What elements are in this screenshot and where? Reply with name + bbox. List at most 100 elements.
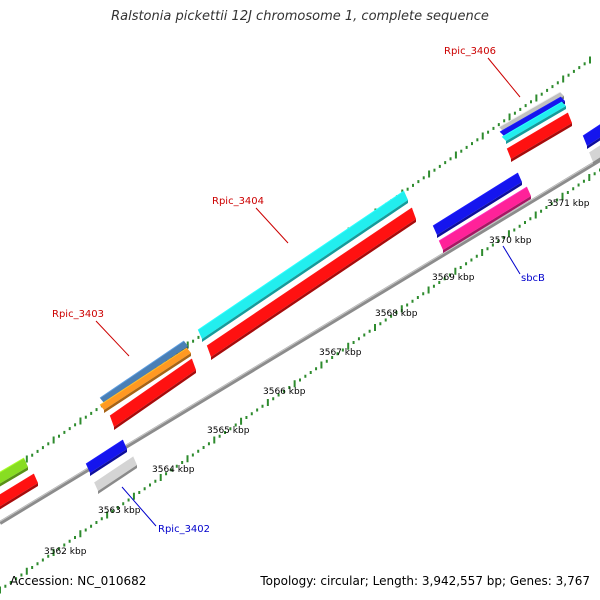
- tick-mark-outer: [513, 111, 516, 115]
- scale-tick-label: 3562 kbp: [44, 547, 87, 557]
- tick-mark-inner: [282, 389, 285, 393]
- tick-mark-inner: [438, 281, 441, 284]
- tick-mark-outer: [524, 104, 527, 108]
- tick-mark-outer: [449, 157, 452, 161]
- tick-mark-inner: [293, 380, 296, 388]
- tick-mark-inner: [25, 567, 28, 575]
- tick-mark-inner: [122, 502, 125, 506]
- tick-mark-inner: [299, 378, 301, 382]
- tick-mark-outer: [186, 341, 189, 349]
- tick-mark-inner: [336, 352, 339, 356]
- gene-feature-red[interactable]: [206, 207, 416, 360]
- gene-label[interactable]: Rpic_3403: [52, 309, 104, 320]
- tick-mark-outer: [428, 170, 431, 178]
- tick-mark-outer: [481, 132, 484, 140]
- tick-mark-inner: [207, 442, 210, 446]
- tick-mark-inner: [507, 230, 510, 238]
- tick-mark-inner: [191, 453, 194, 457]
- gene-feature-grey[interactable]: [93, 455, 137, 494]
- tick-mark-outer: [562, 75, 565, 83]
- scale-tick-label: 3565 kbp: [207, 426, 250, 436]
- tick-mark-inner: [84, 528, 87, 532]
- tick-mark-inner: [181, 461, 184, 464]
- tick-mark-outer: [36, 449, 39, 453]
- tick-mark-inner: [4, 584, 7, 588]
- tick-mark-inner: [138, 491, 141, 494]
- tick-mark-inner: [427, 286, 430, 294]
- gene-label[interactable]: Rpic_3404: [212, 196, 264, 207]
- tick-mark-inner: [20, 573, 23, 577]
- gene-feature-blue[interactable]: [432, 172, 522, 238]
- gene-feature-blue[interactable]: [582, 117, 600, 149]
- tick-mark-outer: [63, 430, 66, 434]
- gene-feature-green[interactable]: [0, 457, 28, 490]
- tick-mark-inner: [400, 305, 403, 313]
- tick-mark-inner: [459, 266, 462, 269]
- tick-mark-inner: [582, 179, 585, 183]
- scale-tick-label: 3571 kbp: [547, 199, 590, 209]
- tick-mark-inner: [15, 577, 18, 581]
- tick-mark-inner: [36, 562, 39, 566]
- tick-mark-outer: [406, 187, 409, 191]
- tick-mark-outer: [79, 417, 82, 425]
- tick-mark-inner: [52, 549, 55, 556]
- tick-mark-outer: [540, 92, 543, 96]
- tick-mark-outer: [25, 455, 28, 463]
- tick-mark-outer: [68, 427, 71, 431]
- tick-mark-inner: [9, 581, 12, 584]
- tick-mark-inner: [234, 423, 237, 427]
- tick-mark-inner: [347, 342, 350, 350]
- tick-mark-outer: [444, 161, 447, 165]
- tick-mark-inner: [529, 217, 532, 221]
- tick-mark-inner: [261, 404, 264, 408]
- tick-mark-inner: [68, 539, 71, 543]
- tick-mark-inner: [277, 393, 280, 397]
- tick-mark-inner: [266, 399, 269, 406]
- gene-label-leader: [255, 207, 289, 244]
- tick-mark-inner: [79, 530, 82, 538]
- tick-mark-outer: [90, 411, 93, 415]
- gene-label[interactable]: Rpic_3402: [158, 524, 210, 535]
- tick-mark-inner: [341, 348, 344, 352]
- scale-tick-label: 3567 kbp: [319, 348, 362, 358]
- tick-mark-inner: [443, 277, 446, 281]
- tick-mark-inner: [202, 446, 205, 449]
- gene-label[interactable]: Rpic_3406: [444, 46, 496, 57]
- tick-mark-inner: [411, 299, 414, 303]
- gene-feature-cyan[interactable]: [501, 101, 566, 144]
- tick-mark-outer: [433, 168, 436, 172]
- gene-feature-magenta[interactable]: [438, 186, 531, 253]
- gene-feature-orange[interactable]: [99, 347, 191, 413]
- tick-mark-inner: [186, 455, 189, 463]
- gene-label-leader: [487, 57, 521, 98]
- tick-mark-outer: [58, 434, 60, 438]
- gene-feature-red[interactable]: [109, 358, 196, 430]
- tick-mark-outer: [546, 88, 549, 92]
- tick-mark-inner: [0, 586, 1, 594]
- gene-feature-grey[interactable]: [588, 137, 600, 165]
- gene-feature-red[interactable]: [506, 112, 572, 162]
- tick-mark-outer: [556, 81, 559, 85]
- tick-mark-inner: [379, 322, 382, 326]
- tick-mark-outer: [460, 149, 463, 153]
- tick-mark-inner: [422, 292, 425, 296]
- tick-mark-outer: [84, 415, 87, 419]
- tick-mark-outer: [492, 126, 495, 130]
- tick-mark-inner: [540, 209, 543, 213]
- tick-mark-inner: [502, 236, 505, 239]
- gene-feature-red[interactable]: [0, 473, 38, 513]
- accession-label: Accession: NC_010682: [10, 574, 147, 588]
- gene-feature-blue[interactable]: [85, 439, 127, 476]
- tick-mark-inner: [432, 284, 435, 288]
- gene-label-leader: [121, 486, 157, 527]
- tick-mark-outer: [508, 113, 511, 121]
- gene-label-leader: [502, 245, 521, 275]
- tick-mark-inner: [491, 243, 494, 247]
- tick-mark-inner: [577, 183, 580, 187]
- tick-mark-inner: [497, 239, 500, 243]
- scale-tick-label: 3564 kbp: [152, 465, 195, 475]
- tick-mark-inner: [486, 247, 489, 251]
- gene-label[interactable]: sbcB: [521, 273, 545, 284]
- gene-feature-cyan[interactable]: [197, 190, 408, 342]
- tick-mark-outer: [471, 142, 473, 146]
